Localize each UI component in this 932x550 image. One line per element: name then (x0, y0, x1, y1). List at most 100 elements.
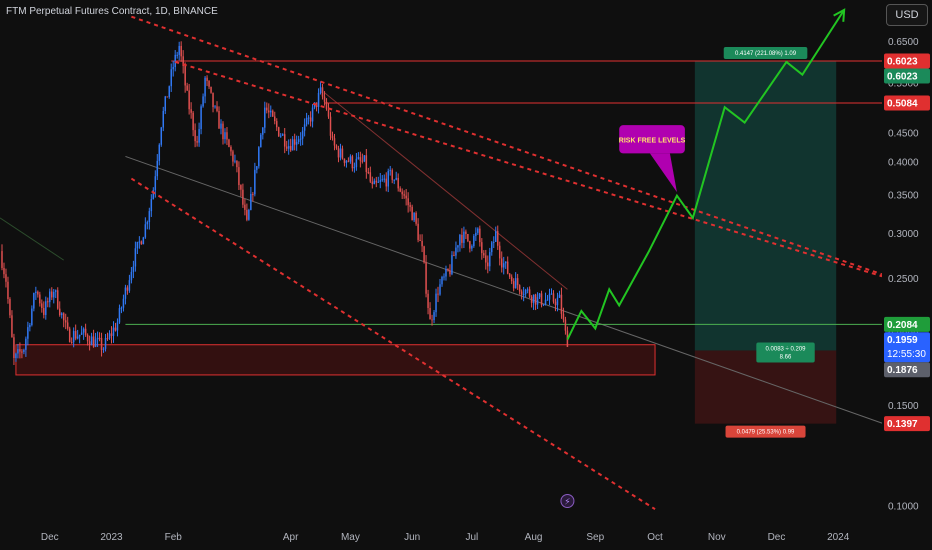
candle-body (43, 308, 45, 315)
candle-body (29, 325, 31, 328)
candle-body (152, 190, 155, 200)
candle-body (25, 338, 27, 350)
candle-body (190, 109, 192, 113)
candle-body (469, 241, 471, 249)
position-center-label-text: 0.0083 ÷ 0.209 (766, 346, 807, 352)
projection-path (566, 9, 846, 341)
candle-body (417, 223, 419, 240)
price-label-text: 0.1959 (887, 335, 918, 346)
candle-body (102, 348, 105, 350)
candle-body (463, 231, 465, 243)
candle-body (274, 116, 276, 122)
candle-body (33, 292, 35, 309)
price-label-text: 0.1876 (887, 365, 918, 376)
candle-body (538, 293, 541, 298)
candle-body (365, 155, 368, 172)
candle-body (439, 284, 441, 295)
candle-body (363, 155, 366, 162)
candle-body (317, 92, 320, 108)
candle-body (453, 255, 455, 257)
candle-body (214, 106, 216, 108)
candle-body (130, 271, 133, 281)
x-tick-label: Dec (768, 532, 786, 543)
x-tick-label: 2024 (827, 532, 850, 543)
price-label-text: 0.6023 (887, 71, 918, 82)
candle-body (427, 293, 429, 308)
candle-body (508, 273, 511, 277)
candle-body (188, 90, 190, 110)
candle-body (433, 312, 435, 321)
candle-body (389, 170, 391, 172)
price-axis-background (882, 0, 932, 550)
candle-body (60, 313, 63, 316)
candle-body (325, 101, 328, 109)
candle-body (562, 313, 565, 320)
candle-body (287, 146, 290, 149)
candle-body (182, 56, 184, 67)
candle-body (114, 327, 117, 331)
candle-body (220, 123, 222, 129)
candle-body (498, 245, 501, 259)
candle-body (240, 185, 242, 190)
candle-body (337, 148, 340, 158)
candle-body (222, 123, 224, 140)
candle-body (49, 291, 51, 303)
candle-body (299, 138, 302, 140)
candle-body (252, 193, 254, 195)
candle-body (234, 160, 236, 162)
candle-body (264, 107, 266, 128)
candle-body (122, 298, 125, 308)
candle-body (345, 160, 348, 163)
candle-body (351, 156, 354, 169)
candle-body (23, 349, 25, 352)
candle-body (17, 349, 19, 354)
candle-body (78, 334, 81, 337)
price-label-tag (884, 316, 930, 332)
candle-body (150, 199, 153, 212)
candle-body (425, 262, 427, 294)
symbol-title: FTM Perpetual Futures Contract, 1D, BINA… (6, 6, 218, 17)
time-axis-background (0, 526, 932, 550)
currency-button[interactable]: USD (886, 4, 928, 26)
candle-body (546, 299, 549, 301)
candle-body (355, 158, 358, 168)
x-tick-label: 2023 (100, 532, 123, 543)
candle-body (520, 291, 523, 295)
candle-body (266, 107, 268, 111)
candle-body (459, 234, 461, 246)
candle-body (445, 268, 447, 277)
candle-body (58, 308, 61, 316)
candle-body (387, 170, 389, 187)
candle-body (254, 169, 256, 195)
candle-body (37, 291, 39, 295)
candle-body (194, 130, 196, 142)
candle-body (198, 129, 200, 143)
candle-body (510, 276, 513, 282)
candle-body (128, 280, 131, 291)
candle-body (146, 222, 149, 225)
candle-body (409, 205, 411, 207)
candle-body (361, 160, 364, 162)
candle-body (166, 96, 168, 98)
candle-body (9, 298, 11, 316)
candle-body (144, 224, 147, 238)
candle-body (232, 151, 234, 162)
y-tick-label: 0.1000 (888, 502, 919, 513)
candle-body (401, 191, 403, 195)
candle-body (323, 96, 326, 102)
price-label-tag (884, 95, 930, 111)
candle-body (200, 106, 202, 130)
candle-body (552, 293, 555, 302)
annotation-box (619, 125, 685, 154)
candle-body (349, 156, 352, 162)
candle-body (162, 110, 165, 128)
candle-body (375, 180, 378, 183)
candle-body (168, 86, 170, 98)
candle-body (196, 141, 198, 143)
candle-body (491, 242, 493, 253)
candle-body (186, 85, 188, 91)
candle-body (272, 110, 274, 117)
price-label-text: 0.6023 (887, 56, 918, 67)
candle-body (192, 112, 194, 131)
